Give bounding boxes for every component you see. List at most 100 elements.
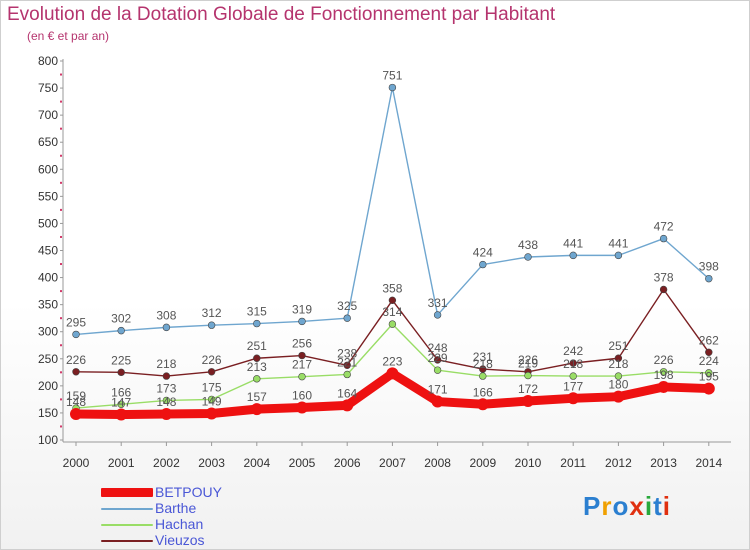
data-label: 314 — [382, 305, 402, 319]
data-label: 218 — [608, 357, 628, 371]
data-label: 175 — [202, 380, 222, 394]
data-point — [253, 354, 261, 362]
data-point — [343, 361, 351, 369]
x-tick-label: 2006 — [334, 456, 361, 470]
y-minor-tick — [60, 425, 62, 428]
data-label: 226 — [654, 353, 674, 367]
data-point — [705, 274, 713, 283]
data-point — [115, 408, 128, 421]
data-point — [162, 323, 171, 332]
logo-letter: r — [601, 491, 613, 521]
data-point — [160, 408, 173, 421]
data-point — [207, 368, 216, 376]
data-label: 472 — [654, 220, 674, 234]
data-label: 218 — [473, 357, 493, 371]
data-label: 218 — [563, 357, 583, 371]
y-tick-label: 800 — [38, 54, 58, 68]
y-tick-label: 300 — [38, 325, 58, 339]
x-tick-label: 2012 — [605, 456, 632, 470]
data-point — [388, 83, 397, 92]
y-tick-label: 250 — [38, 352, 58, 366]
data-point — [205, 407, 218, 420]
legend-swatch — [101, 524, 153, 526]
y-minor-tick — [60, 181, 62, 184]
data-label: 225 — [111, 353, 131, 367]
x-tick-label: 2007 — [379, 456, 406, 470]
proxiti-logo: Proxiti — [583, 491, 671, 522]
data-point — [162, 396, 171, 405]
data-label: 159 — [66, 389, 86, 403]
data-label: 198 — [654, 368, 674, 382]
data-label: 226 — [66, 353, 86, 367]
data-point — [72, 368, 80, 376]
data-point — [72, 330, 80, 339]
legend-swatch — [101, 540, 153, 542]
data-label: 177 — [563, 379, 583, 393]
data-point — [569, 251, 577, 260]
x-tick-label: 2005 — [289, 456, 316, 470]
data-point — [386, 367, 399, 380]
data-point — [705, 369, 713, 377]
data-label: 308 — [156, 308, 176, 322]
data-point — [253, 375, 261, 383]
y-minor-tick — [60, 235, 62, 238]
chart-subtitle: (en € et par an) — [27, 29, 110, 43]
data-label: 173 — [156, 381, 176, 395]
data-label: 226 — [202, 353, 222, 367]
data-label: 224 — [699, 354, 719, 368]
data-label: 157 — [247, 390, 267, 404]
data-label: 438 — [518, 238, 538, 252]
data-point — [659, 234, 668, 243]
legend-label: BETPOUY — [155, 484, 222, 500]
data-point — [298, 372, 306, 381]
data-label: 751 — [382, 69, 402, 83]
y-tick-label: 150 — [38, 406, 58, 420]
data-label: 147 — [111, 396, 131, 410]
y-minor-tick — [60, 290, 62, 293]
data-point — [569, 359, 577, 367]
data-point — [522, 395, 534, 408]
logo-letter: t — [653, 491, 663, 521]
data-label: 319 — [292, 302, 312, 316]
data-point — [70, 408, 82, 421]
x-tick-label: 2011 — [560, 456, 586, 470]
x-tick-label: 2010 — [515, 456, 542, 470]
line-chart: 100 150 200 250 300 350 400 450 500 550 600 650 700 7… — [38, 54, 731, 470]
y-tick-label: 100 — [38, 433, 58, 447]
data-point — [433, 311, 442, 319]
y-tick-label: 500 — [38, 216, 58, 230]
data-point — [705, 348, 713, 356]
data-label: 180 — [608, 378, 628, 392]
data-label: 295 — [66, 315, 86, 329]
x-tick-label: 2002 — [153, 456, 180, 470]
data-label: 148 — [156, 395, 176, 409]
data-point — [388, 320, 397, 328]
data-label: 218 — [156, 357, 176, 371]
data-label: 315 — [247, 305, 267, 319]
data-point — [341, 399, 354, 412]
data-point — [117, 400, 125, 408]
data-point — [569, 372, 577, 380]
data-label: 166 — [473, 385, 493, 399]
y-tick-label: 200 — [38, 379, 58, 393]
data-point — [567, 392, 580, 405]
data-label: 312 — [202, 306, 222, 320]
data-label: 160 — [292, 389, 312, 403]
data-point — [298, 351, 306, 360]
data-label: 166 — [111, 385, 131, 399]
y-minor-tick — [60, 371, 62, 374]
data-label: 213 — [247, 360, 267, 374]
y-minor-tick — [60, 154, 62, 157]
x-tick-label: 2014 — [695, 456, 722, 470]
data-point — [702, 382, 715, 395]
x-tick-label: 2008 — [424, 456, 451, 470]
y-minor-tick — [60, 73, 62, 76]
x-tick-label: 2000 — [63, 456, 90, 470]
y-minor-tick — [60, 100, 62, 103]
logo-letter: x — [629, 491, 645, 521]
data-label: 217 — [292, 358, 312, 372]
y-tick-label: 600 — [38, 162, 58, 176]
data-label: 325 — [337, 299, 357, 313]
y-tick-label: 400 — [38, 271, 58, 285]
data-point — [524, 371, 532, 380]
